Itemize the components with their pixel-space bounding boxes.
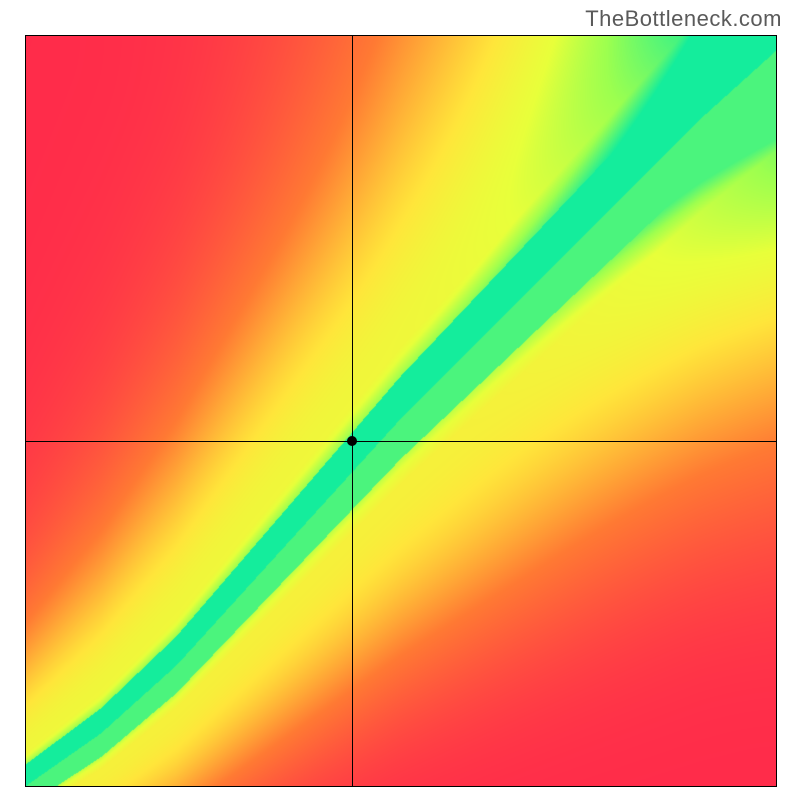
watermark-text: TheBottleneck.com xyxy=(585,6,782,32)
plot-area xyxy=(25,35,777,787)
heatmap-canvas xyxy=(26,36,776,786)
marker-dot xyxy=(347,436,357,446)
crosshair-vertical xyxy=(352,36,353,786)
crosshair-horizontal xyxy=(26,441,776,442)
chart-container: TheBottleneck.com xyxy=(0,0,800,800)
